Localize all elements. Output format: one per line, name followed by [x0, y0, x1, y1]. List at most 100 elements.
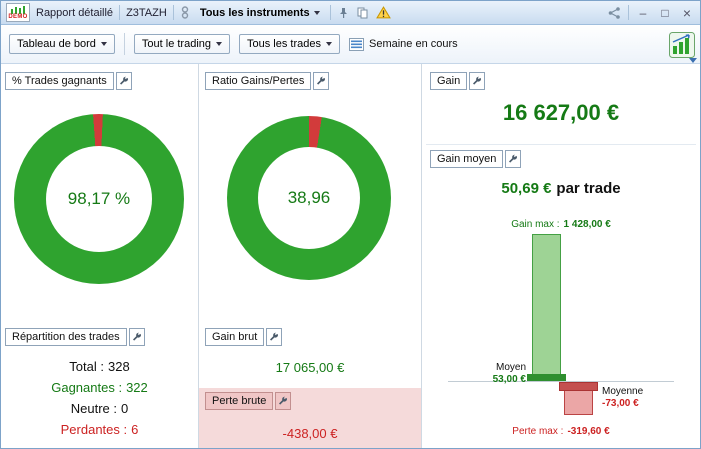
wrench-icon [270, 332, 279, 341]
divider [426, 144, 696, 145]
trades-dropdown[interactable]: Tous les trades [239, 34, 340, 54]
window-title: Rapport détaillé [36, 6, 114, 19]
panel-header-ratio: Ratio Gains/Pertes [205, 72, 330, 90]
app-logo: DEMO [6, 3, 30, 22]
gross-gain-value: 17 065,00 € [275, 360, 345, 375]
panel-title: Gain [430, 72, 468, 90]
wrench-icon [317, 76, 326, 85]
column-win-rate: % Trades gagnants 98,17 % Répartition de… [1, 64, 198, 448]
gain-max-line: Gain max :1 428,00 € [422, 219, 700, 230]
dashboard-dropdown-label: Tableau de bord [17, 38, 96, 50]
warning-icon[interactable] [375, 5, 392, 20]
ratio-value: 38,96 [287, 188, 331, 207]
repartition-list: Total :328 Gagnantes :322 Neutre : 0 Perd… [1, 356, 198, 440]
panel-title: % Trades gagnants [5, 72, 114, 90]
gain-wrench-button[interactable] [469, 72, 486, 90]
column-divider [198, 64, 199, 448]
wrench-icon [509, 154, 518, 163]
titlebar: DEMO Rapport détaillé Z3TAZH Tous les in… [1, 1, 700, 25]
loss-max-label: Perte max : [512, 426, 564, 437]
instruments-dropdown[interactable]: Tous les instruments [196, 5, 324, 21]
loss-max-line: Perte max : -319,60 € [422, 426, 700, 437]
wrench-icon [132, 332, 141, 341]
panel-title: Gain brut [205, 328, 265, 346]
panel-header-repartition: Répartition des trades [5, 328, 145, 346]
win-rate-value: 98,17 % [67, 189, 131, 208]
avg-gain-line: 50,69 € par trade [422, 180, 700, 197]
chevron-down-icon [216, 42, 223, 46]
share-icon[interactable] [606, 6, 622, 20]
copy-icon[interactable] [356, 6, 369, 20]
avg-loss-label-group: Moyenne -73,00 € [602, 386, 692, 410]
list-item-total: Total :328 [1, 356, 198, 377]
minimize-button[interactable]: – [635, 6, 651, 20]
list-item-winners: Gagnantes :322 [1, 377, 198, 398]
avg-loss-marker [559, 382, 598, 391]
gain-max-value: 1 428,00 € [563, 219, 611, 230]
panel-header-gross-loss: Perte brute [205, 392, 292, 410]
avg-win-label: Moyen [495, 362, 526, 373]
instruments-dropdown-label: Tous les instruments [199, 6, 310, 19]
scroll-down-icon[interactable] [689, 58, 697, 63]
avg-gain-suffix: par trade [556, 180, 621, 197]
ratio-donut-chart: 38,96 [227, 116, 391, 280]
avg-win-marker [527, 374, 566, 381]
row-value: 0 [121, 401, 129, 416]
divider [628, 5, 629, 20]
gross-loss-value: -438,00 € [282, 426, 338, 441]
avg-gain-wrench-button[interactable] [505, 150, 522, 168]
donut-center: 38,96 [258, 147, 360, 249]
calendar-icon [349, 37, 364, 51]
chevron-down-icon [313, 10, 320, 15]
pin-icon[interactable] [337, 6, 350, 20]
row-label: Gagnantes : [51, 380, 123, 395]
list-item-losers: Perdantes :6 [1, 419, 198, 440]
account-code: Z3TAZH [126, 6, 167, 19]
wrench-icon [279, 396, 288, 405]
chart-baseline [448, 381, 674, 382]
report-chart-icon[interactable] [669, 32, 695, 61]
panel-title: Répartition des trades [5, 328, 127, 346]
trading-dropdown[interactable]: Tout le trading [133, 34, 231, 54]
chevron-down-icon [100, 42, 107, 46]
dashboard-content: % Trades gagnants 98,17 % Répartition de… [1, 64, 700, 448]
repartition-wrench-button[interactable] [128, 328, 145, 346]
panel-header-avg-gain: Gain moyen [430, 150, 522, 168]
win-rate-wrench-button[interactable] [115, 72, 132, 90]
loss-max-value: -319,60 € [567, 426, 610, 437]
list-item-neutral: Neutre : 0 [1, 398, 198, 419]
close-button[interactable]: × [679, 6, 695, 20]
avg-gain-value: 50,69 € [501, 180, 552, 197]
period-label: Semaine en cours [369, 38, 458, 50]
gain-total-value: 16 627,00 € [502, 100, 620, 125]
ratio-wrench-button[interactable] [313, 72, 330, 90]
link-icon[interactable] [180, 5, 190, 20]
gross-loss-wrench-button[interactable] [275, 392, 292, 410]
row-value: 6 [131, 422, 139, 437]
row-value: 322 [126, 380, 148, 395]
avg-loss-value: -73,00 € [602, 398, 639, 409]
row-label: Total : [69, 359, 104, 374]
column-gain: Gain 16 627,00 € Gain moyen 50,69 € par t… [422, 64, 700, 448]
divider [329, 5, 331, 20]
donut-center: 98,17 % [46, 146, 152, 252]
logo-chart-icon [11, 5, 25, 14]
gross-gain-wrench-button[interactable] [266, 328, 283, 346]
gross-loss-panel: Perte brute -438,00 € [199, 388, 421, 448]
gain-max-bar [532, 234, 561, 381]
row-label: Perdantes : [60, 422, 128, 437]
trades-dropdown-label: Tous les trades [247, 38, 321, 50]
row-label: Neutre : [70, 401, 117, 416]
maximize-button[interactable]: □ [657, 6, 673, 20]
dashboard-dropdown[interactable]: Tableau de bord [9, 34, 115, 54]
period-indicator: Semaine en cours [349, 37, 458, 51]
panel-title: Perte brute [205, 392, 274, 410]
panel-header-win-rate: % Trades gagnants [5, 72, 132, 90]
panel-header-gross-gain: Gain brut [205, 328, 283, 346]
column-divider [421, 64, 422, 448]
divider [119, 5, 121, 20]
panel-title: Gain moyen [430, 150, 504, 168]
panel-title: Ratio Gains/Pertes [205, 72, 312, 90]
wrench-icon [119, 76, 128, 85]
